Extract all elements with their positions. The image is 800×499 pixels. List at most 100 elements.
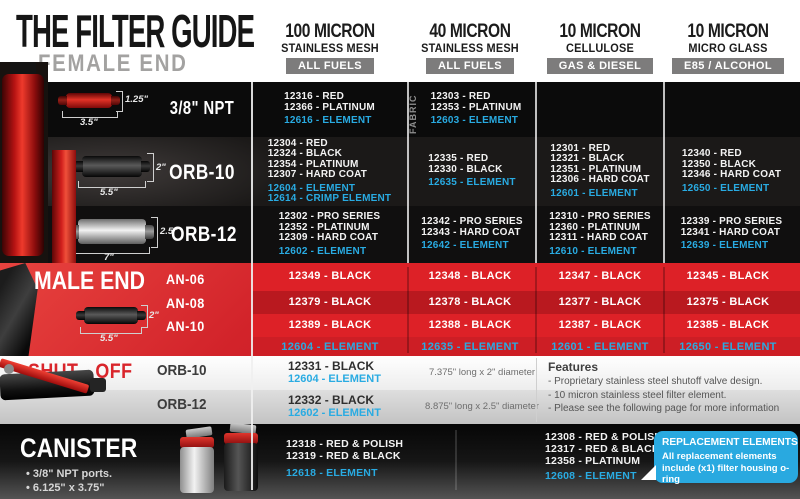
element-number: 12635 - ELEMENT <box>428 177 516 189</box>
canister-heading: CANISTER <box>20 433 138 463</box>
column-subtitle: STAINLESS MESH <box>281 43 379 55</box>
element-number: 12614 - CRIMP ELEMENT <box>267 193 392 204</box>
female-row-npt: 1.25" 3.5" 3/8" NPT 12316 - RED 12366 - … <box>0 82 800 137</box>
dimension-bracket <box>78 181 146 188</box>
dimension-bracket <box>147 153 154 182</box>
column-divider <box>455 430 457 490</box>
row-band <box>252 337 800 356</box>
row-band <box>252 263 800 291</box>
column-subtitle: STAINLESS MESH <box>421 43 519 55</box>
column-header-40-micron: 40 MICRON STAINLESS MESH ALL FUELS <box>395 21 545 74</box>
element-number: 12601 - ELEMENT <box>550 187 638 199</box>
fabric-note: FABRIC <box>408 94 418 135</box>
part-number: 12310 - PRO SERIES <box>549 211 651 222</box>
part-number: 12377 - BLACK <box>558 296 642 308</box>
dim-length-label: 5.5" <box>100 333 118 344</box>
part-number: 12354 - PLATINUM <box>267 158 359 170</box>
port-label: ORB-10 <box>169 161 235 184</box>
column-divider <box>535 82 537 263</box>
large-red-filter-photo <box>2 74 44 256</box>
column-title: 40 MICRON <box>429 21 511 42</box>
element-number: 12608 - ELEMENT <box>545 470 637 482</box>
fuel-badge: GAS & DIESEL <box>546 58 654 74</box>
an-label: AN-06 <box>166 271 205 287</box>
dimension-bracket <box>151 217 158 248</box>
parts-cell: 12339 - PRO SERIES 12341 - HARD COAT 126… <box>665 206 798 263</box>
replacement-elements-text: All replacement elements include (x1) fi… <box>662 451 790 485</box>
part-number: 12379 - BLACK <box>288 296 372 308</box>
page-title: THE FILTER GUIDE <box>16 5 255 57</box>
column-header-100-micron: 100 MICRON STAINLESS MESH ALL FUELS <box>255 21 405 74</box>
part-number: 12304 - RED <box>267 137 328 149</box>
part-number: 12348 - BLACK <box>428 270 512 282</box>
dim-length-label: 7" <box>104 252 114 263</box>
canister-cap-photo <box>224 433 258 444</box>
canister-cap-photo <box>180 437 214 448</box>
element-number: 12618 - ELEMENT <box>286 467 378 479</box>
element-number: 12650 - ELEMENT <box>681 182 770 194</box>
element-number: 12602 - ELEMENT <box>288 407 381 419</box>
part-number: 12308 - RED & POLISH <box>545 431 663 443</box>
element-number: 12610 - ELEMENT <box>549 245 637 257</box>
element-number: 12604 - ELEMENT <box>288 373 381 385</box>
column-divider <box>536 358 537 422</box>
parts-cell: 12342 - PRO SERIES 12343 - HARD COAT 126… <box>409 206 535 263</box>
black-filter-photo <box>82 156 142 177</box>
canister-section: CANISTER • 3/8" NPT ports. • 6.125" x 3.… <box>0 422 800 499</box>
feature-item: - Please see the following page for more… <box>548 403 780 414</box>
part-number: 12366 - PLATINUM <box>284 101 375 113</box>
dimension-bracket <box>141 305 148 328</box>
element-number: 12601 - ELEMENT <box>551 341 649 353</box>
parts-cell: 12340 - RED 12350 - BLACK 12346 - HARD C… <box>665 137 798 206</box>
fuel-badge: ALL FUELS <box>426 58 514 74</box>
black-filter-photo <box>84 307 138 324</box>
column-header-10-micron-glass: 10 MICRON MICRO GLASS E85 / ALCOHOL <box>653 21 800 74</box>
shutoff-valve-hinge-photo <box>4 364 14 374</box>
part-number: 12378 - BLACK <box>428 296 512 308</box>
dim-height-label: 2.5" <box>160 226 178 237</box>
part-number: 12388 - BLACK <box>428 319 512 331</box>
part-number: 12335 - RED <box>428 153 489 165</box>
part-number: 12311 - HARD COAT <box>549 232 649 243</box>
male-end-heading: MALE END <box>34 267 145 295</box>
column-divider <box>251 82 253 490</box>
parts-cell: 12302 - PRO SERIES 12352 - PLATINUM 1230… <box>252 206 407 263</box>
column-divider <box>535 267 537 353</box>
part-number: 12389 - BLACK <box>288 319 372 331</box>
feature-item: - 10 micron stainless steel filter eleme… <box>548 389 727 401</box>
column-title: 10 MICRON <box>687 21 769 42</box>
parts-cell: 12318 - RED & POLISH 12319 - RED & BLACK… <box>286 438 403 479</box>
column-title: 100 MICRON <box>285 21 375 42</box>
female-row-orb12: 2.5" 7" ORB-12 12302 - PRO SERIES 12352 … <box>0 206 800 263</box>
element-number: 12602 - ELEMENT <box>278 245 367 257</box>
part-number: 12343 - HARD COAT <box>421 226 521 238</box>
part-number: 12307 - HARD COAT <box>267 169 368 180</box>
part-number: 12351 - PLATINUM <box>550 163 642 175</box>
red-filter-photo <box>66 93 112 108</box>
part-number: 12385 - BLACK <box>686 319 770 331</box>
canister-spec: • 3/8" NPT ports. <box>26 468 113 480</box>
part-number: 12301 - RED <box>550 142 611 154</box>
parts-cell: 12308 - RED & POLISH 12317 - RED & BLACK… <box>545 431 662 482</box>
parts-cell: 12331 - BLACK 12604 - ELEMENT <box>288 360 381 386</box>
element-number: 12642 - ELEMENT <box>421 240 509 252</box>
replacement-elements-callout: REPLACEMENT ELEMENTS All replacement ele… <box>641 431 798 485</box>
element-number: 12616 - ELEMENT <box>284 115 372 127</box>
dim-height-label: 1.25" <box>125 94 148 105</box>
fuel-badge: E85 / ALCOHOL <box>672 58 784 74</box>
parts-cell: 12335 - RED 12330 - BLACK 12635 - ELEMEN… <box>409 137 535 206</box>
part-number: 12346 - HARD COAT <box>681 169 782 180</box>
canister-spec: • 6.125" x 3.75" <box>26 482 105 494</box>
feature-item: - Proprietary stainless steel shutoff va… <box>548 376 763 387</box>
column-subtitle: CELLULOSE <box>566 43 634 55</box>
dim-length-label: 5.5" <box>100 187 118 198</box>
dim-height-label: 2" <box>156 162 166 173</box>
row-band <box>0 390 800 424</box>
part-number: 12375 - BLACK <box>686 296 770 308</box>
element-number: 12604 - ELEMENT <box>281 341 379 353</box>
callout-tail <box>641 465 656 480</box>
part-number: 12316 - RED <box>284 91 345 103</box>
part-number: 12318 - RED & POLISH <box>286 438 404 450</box>
column-divider <box>663 267 665 353</box>
column-title: 10 MICRON <box>559 21 641 42</box>
